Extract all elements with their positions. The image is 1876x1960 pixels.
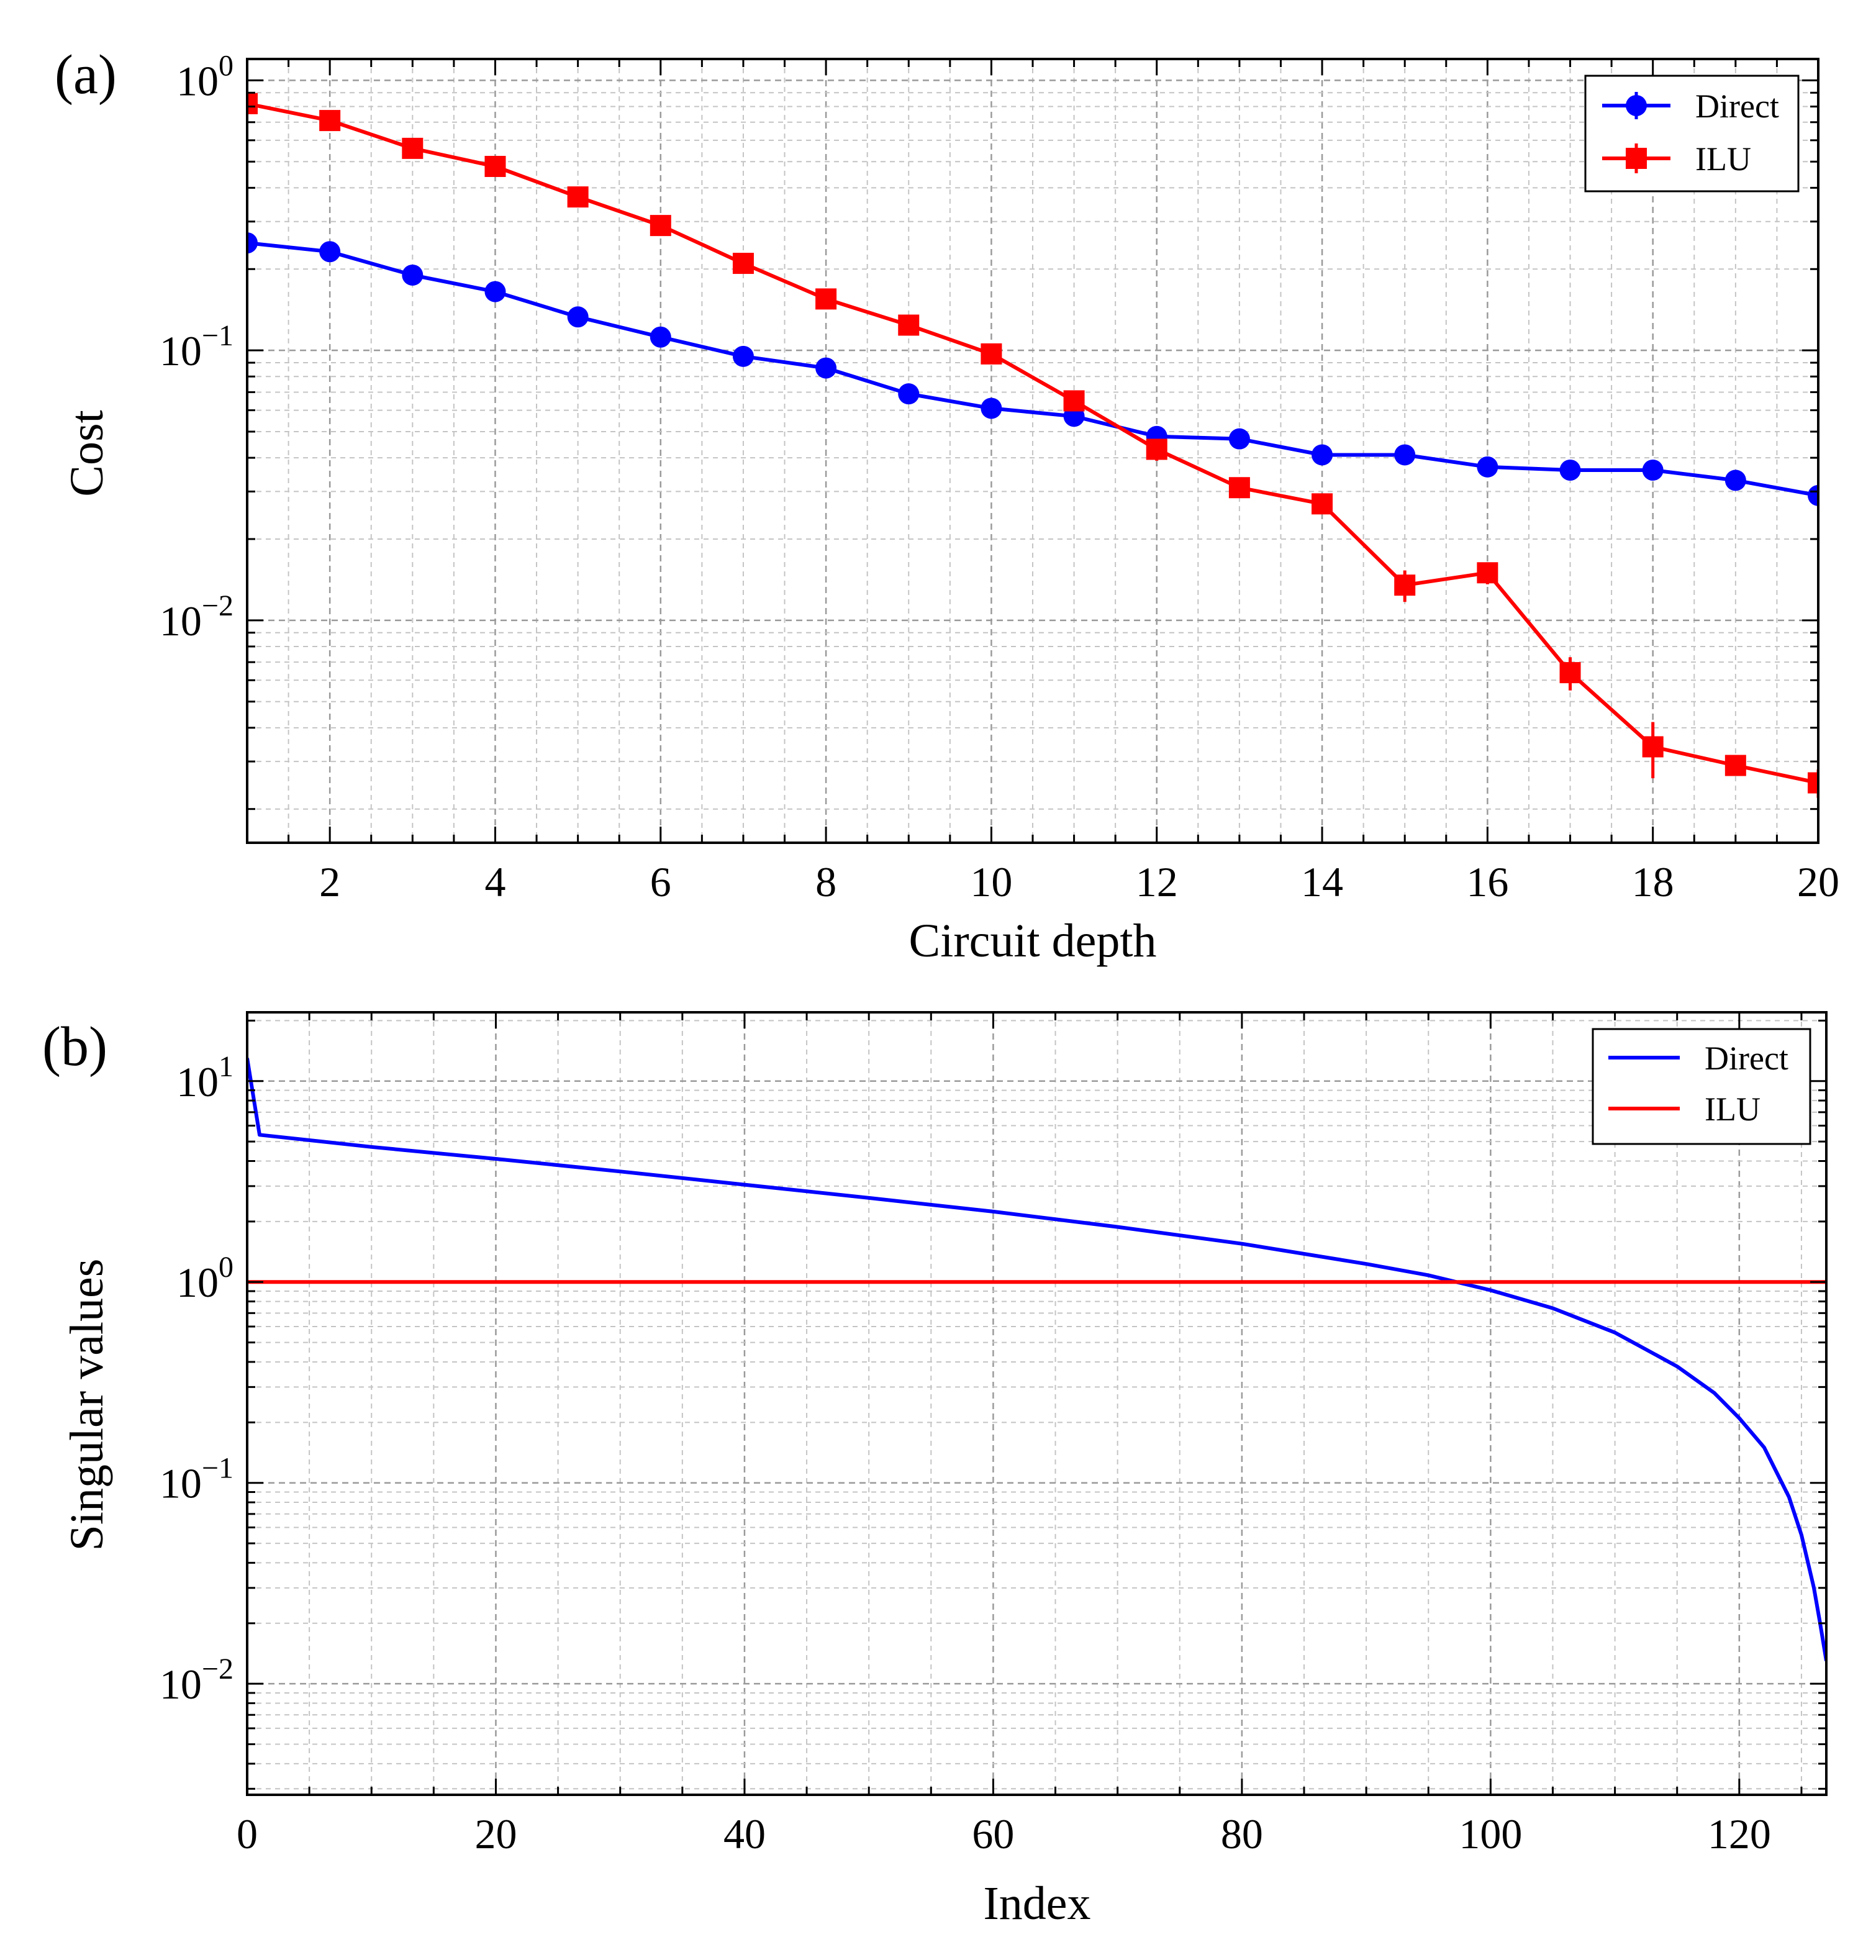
panel-a-direct-point bbox=[319, 241, 341, 263]
panel-a-direct-point bbox=[1228, 428, 1250, 450]
panel-a-direct-point bbox=[247, 232, 258, 254]
panel-b-legend-entry-direct: Direct bbox=[1608, 1040, 1788, 1077]
panel-a-ilu-point bbox=[319, 110, 341, 132]
panel-b-y-tick-label: 10−2 bbox=[160, 1653, 233, 1708]
panel-a-x-tick-label: 8 bbox=[815, 858, 836, 905]
panel-b-label: (b) bbox=[42, 1016, 107, 1078]
panel-a-ilu-point bbox=[1808, 772, 1818, 794]
panel-a-x-tick-label: 4 bbox=[484, 858, 505, 905]
panel-a-y-tick-label: 100 bbox=[176, 49, 233, 104]
panel-b-axes-frame bbox=[246, 1011, 1828, 1796]
panel-a-ilu-point bbox=[402, 137, 424, 159]
panel-a-direct-point bbox=[1559, 460, 1581, 481]
panel-a-direct-point bbox=[1312, 444, 1333, 466]
panel-a-ilu-point bbox=[732, 253, 754, 274]
panel-a-series-direct bbox=[247, 232, 1818, 506]
panel-b-legend-direct-label: Direct bbox=[1705, 1040, 1788, 1077]
panel-a-ilu-line bbox=[247, 101, 1818, 785]
panel-a-legend-direct-marker bbox=[1626, 95, 1647, 116]
panel-a-ilu-point bbox=[1642, 736, 1664, 758]
panel-b-y-axis-label: Singular values bbox=[61, 1259, 113, 1551]
panel-a-direct-point bbox=[402, 264, 424, 286]
panel-a-direct-point bbox=[815, 357, 837, 379]
panel-a-direct-point bbox=[1642, 460, 1664, 481]
panel-a-ilu-point bbox=[898, 314, 920, 336]
panel-a-legend-ilu-label: ILU bbox=[1695, 140, 1751, 178]
panel-a-x-tick-label: 2 bbox=[319, 858, 340, 905]
panel-a-legend-entry-direct: Direct bbox=[1602, 88, 1779, 125]
panel-a-ilu-point bbox=[1477, 562, 1498, 584]
panel-a-x-tick-label: 20 bbox=[1797, 858, 1839, 905]
panel-a-legend-ilu-marker bbox=[1626, 148, 1647, 169]
panel-a-ilu-point bbox=[650, 215, 671, 237]
panel-b-legend-ilu-label: ILU bbox=[1705, 1091, 1760, 1128]
panel-a-x-axis-label: Circuit depth bbox=[909, 915, 1157, 967]
panel-a-y-axis-label: Cost bbox=[61, 410, 113, 496]
panel-a-ilu-point bbox=[484, 155, 506, 177]
panel-a-ilu-point bbox=[1559, 662, 1581, 684]
panel-b-x-tick-label: 100 bbox=[1459, 1810, 1522, 1858]
panel-a-ilu-point bbox=[1724, 755, 1746, 776]
panel-a-direct-point bbox=[567, 306, 589, 328]
panel-a-direct-point bbox=[732, 345, 754, 367]
panel-a-legend-entry-ilu: ILU bbox=[1602, 140, 1751, 178]
panel-b-x-tick-label: 60 bbox=[972, 1810, 1014, 1858]
panel-a-x-tick-label: 12 bbox=[1136, 858, 1178, 905]
panel-a-y-tick-label: 10−2 bbox=[160, 589, 233, 645]
panel-a-direct-point bbox=[898, 383, 920, 405]
panel-a-direct-point bbox=[1477, 456, 1498, 478]
panel-a-legend-box bbox=[1584, 75, 1800, 193]
panel-a-cost-vs-depth: (a) 2 4 6 8 10 12 14 16 18 20 100 10−1 10−2 Circuit … bbox=[55, 44, 1839, 967]
panel-b-legend: Direct ILU bbox=[1592, 1028, 1811, 1145]
panel-a-direct-point bbox=[1808, 484, 1818, 506]
panel-b-x-tick-label: 40 bbox=[723, 1810, 766, 1858]
panel-a-x-tick-label: 6 bbox=[650, 858, 671, 905]
panel-a-ilu-point bbox=[1312, 493, 1333, 515]
panel-a-direct-point bbox=[981, 397, 1002, 419]
panel-a-ticks: 2 4 6 8 10 12 14 16 18 20 100 10−1 10−2 bbox=[160, 49, 1839, 905]
panel-a-series-ilu bbox=[247, 93, 1818, 798]
panel-a-direct-point bbox=[1394, 444, 1416, 466]
panel-b-y-tick-label: 101 bbox=[176, 1050, 233, 1105]
panel-b-y-tick-label: 100 bbox=[176, 1251, 233, 1306]
panel-a-direct-point bbox=[1724, 470, 1746, 491]
panel-b-x-tick-label: 120 bbox=[1708, 1810, 1771, 1858]
panel-b-x-tick-label: 80 bbox=[1221, 1810, 1263, 1858]
panel-b-x-tick-label: 0 bbox=[237, 1810, 258, 1858]
panel-a-x-tick-label: 14 bbox=[1301, 858, 1343, 905]
panel-b-legend-box bbox=[1592, 1028, 1811, 1145]
panel-b-x-axis-label: Index bbox=[983, 1877, 1090, 1930]
panel-b-legend-entry-ilu: ILU bbox=[1608, 1091, 1760, 1128]
panel-a-legend: Direct ILU bbox=[1584, 75, 1800, 193]
panel-a-label: (a) bbox=[55, 44, 117, 106]
panel-a-direct-line bbox=[247, 241, 1818, 497]
panel-a-x-tick-label: 18 bbox=[1632, 858, 1674, 905]
panel-a-direct-point bbox=[650, 326, 671, 348]
panel-a-legend-direct-label: Direct bbox=[1695, 88, 1779, 125]
panel-a-ilu-point bbox=[1146, 438, 1167, 460]
panel-a-ilu-point bbox=[1394, 574, 1416, 596]
panel-a-direct-point bbox=[484, 281, 506, 302]
panel-a-x-tick-label: 10 bbox=[970, 858, 1012, 905]
panel-b-ticks: 0 20 40 60 80 100 120 101 100 10−1 10−2 bbox=[160, 1012, 1826, 1858]
panel-b-x-tick-label: 20 bbox=[474, 1810, 517, 1858]
panel-a-y-tick-label: 10−1 bbox=[160, 319, 233, 374]
panel-a-ilu-point bbox=[815, 288, 837, 310]
panel-a-ilu-point bbox=[981, 343, 1002, 365]
panel-b-y-tick-label: 10−1 bbox=[160, 1452, 233, 1507]
panel-b-series bbox=[247, 1058, 1826, 1661]
panel-a-x-tick-label: 16 bbox=[1466, 858, 1508, 905]
panel-a-ilu-point bbox=[247, 93, 258, 114]
panel-a-ilu-point bbox=[1228, 477, 1250, 499]
panel-a-ilu-point bbox=[1063, 390, 1085, 412]
panel-a-series bbox=[247, 93, 1818, 798]
panel-a-ilu-point bbox=[567, 186, 589, 208]
